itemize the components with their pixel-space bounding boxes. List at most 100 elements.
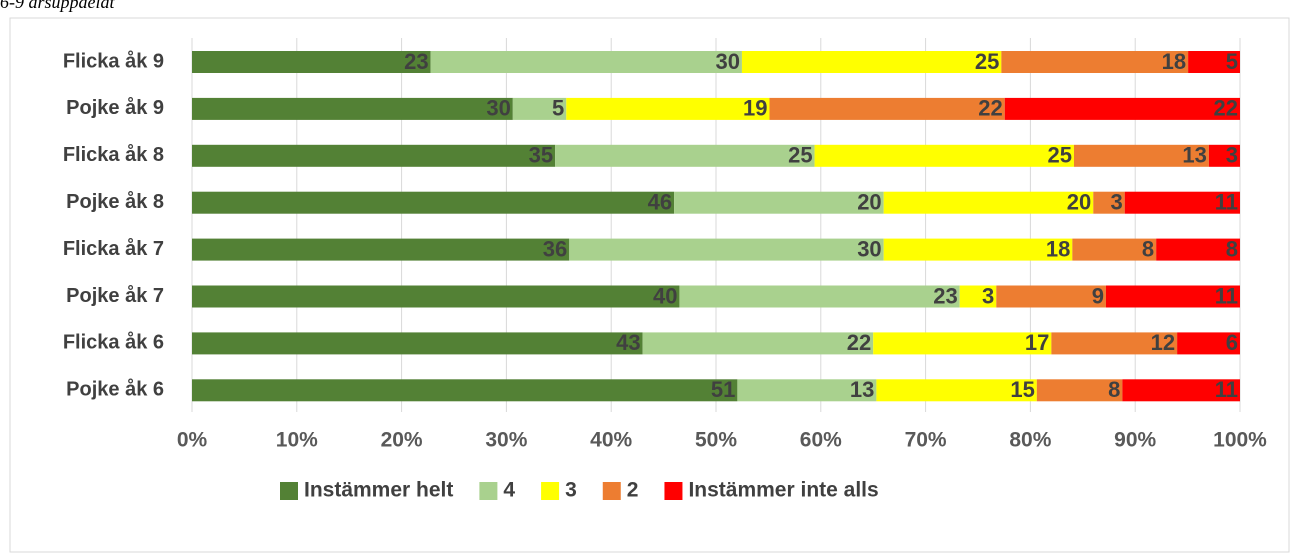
bar-segment — [873, 332, 1052, 355]
bar-segment — [674, 191, 884, 214]
x-tick-label: 30% — [485, 429, 527, 452]
bar-segment — [1122, 379, 1240, 402]
bar-segment — [741, 51, 1002, 73]
data-label: 30 — [715, 49, 739, 74]
data-label: 17 — [1025, 330, 1049, 355]
data-label: 36 — [543, 236, 567, 261]
data-label: 6 — [1226, 330, 1238, 355]
data-label: 43 — [616, 330, 640, 355]
data-label: 25 — [788, 143, 812, 168]
bar-segment — [192, 379, 738, 402]
data-label: 19 — [743, 96, 767, 121]
y-tick-label: Pojke åk 9 — [66, 96, 164, 119]
bar-segment — [192, 51, 431, 73]
data-label: 40 — [653, 283, 677, 308]
data-label: 9 — [1092, 283, 1104, 308]
data-label: 25 — [975, 49, 999, 74]
bar-segment — [1105, 285, 1240, 308]
y-tick-label: Pojke åk 8 — [66, 190, 164, 213]
bar-segment — [737, 379, 877, 402]
data-label: 13 — [850, 377, 874, 402]
bar-segment — [192, 332, 643, 355]
legend-label: 3 — [565, 479, 577, 502]
data-label: 25 — [1047, 143, 1071, 168]
x-tick-label: 90% — [1114, 429, 1156, 452]
data-label: 30 — [857, 236, 881, 261]
bar-segment — [814, 144, 1074, 167]
caption: 6-9 årsuppdelat — [0, 0, 115, 12]
x-tick-label: 100% — [1213, 429, 1267, 452]
data-label: 23 — [404, 49, 428, 74]
bar-segment — [883, 191, 1094, 214]
bar-segment — [555, 144, 815, 167]
data-label: 51 — [711, 377, 735, 402]
bar-segment — [1188, 51, 1240, 73]
data-label: 20 — [1067, 190, 1091, 215]
data-label: 20 — [857, 190, 881, 215]
bar-segment — [569, 238, 884, 261]
bar-segment — [1004, 97, 1240, 120]
x-tick-label: 70% — [905, 429, 947, 452]
legend-label: 4 — [503, 479, 515, 502]
data-label: 12 — [1151, 330, 1175, 355]
legend-swatch — [602, 482, 621, 500]
data-label: 8 — [1226, 236, 1238, 261]
bar-segment — [192, 191, 675, 214]
x-tick-label: 0% — [177, 429, 208, 452]
legend-swatch — [541, 482, 560, 500]
legend-label: Instämmer helt — [304, 479, 453, 502]
legend-swatch — [664, 482, 683, 500]
bar-segment — [642, 332, 874, 355]
bar-segment — [1051, 332, 1178, 355]
data-label: 3 — [982, 283, 994, 308]
legend-swatch — [280, 482, 298, 500]
bar-segment — [1177, 332, 1240, 355]
bar-segment — [192, 238, 570, 261]
bar-segment — [512, 97, 567, 120]
x-tick-label: 80% — [1009, 429, 1051, 452]
x-tick-label: 60% — [800, 429, 842, 452]
bar-segment — [1156, 238, 1240, 261]
bar-segment — [1001, 51, 1189, 73]
bar-segment — [1124, 191, 1240, 214]
bar-segment — [876, 379, 1037, 402]
data-label: 22 — [847, 330, 871, 355]
data-label: 3 — [1110, 190, 1122, 215]
data-label: 18 — [1162, 49, 1186, 74]
bar-segment — [1036, 379, 1123, 402]
data-label: 5 — [1226, 49, 1238, 74]
y-tick-label: Pojke åk 7 — [66, 284, 164, 307]
x-tick-label: 40% — [590, 429, 632, 452]
legend-label: 2 — [627, 479, 639, 502]
x-tick-label: 10% — [276, 429, 318, 452]
y-tick-label: Flicka åk 9 — [63, 49, 164, 72]
y-tick-label: Pojke åk 6 — [66, 378, 164, 401]
bar-segment — [679, 285, 960, 308]
data-label: 15 — [1010, 377, 1034, 402]
bar-segment — [1208, 144, 1240, 167]
legend-label: Instämmer inte alls — [688, 479, 878, 502]
data-label: 22 — [1214, 96, 1238, 121]
x-tick-label: 20% — [381, 429, 423, 452]
bar-segment — [1093, 191, 1125, 214]
bar-segment — [959, 285, 997, 308]
data-label: 8 — [1108, 377, 1120, 402]
data-label: 23 — [933, 283, 957, 308]
bar-segment — [1073, 144, 1209, 167]
bar-segment — [1072, 238, 1157, 261]
x-tick-label: 50% — [695, 429, 737, 452]
data-label: 22 — [978, 96, 1002, 121]
legend-swatch — [479, 482, 498, 500]
data-label: 5 — [552, 96, 564, 121]
bar-segment — [192, 144, 556, 167]
bar-segment — [566, 97, 770, 120]
bar-segment — [192, 97, 513, 120]
data-label: 13 — [1182, 143, 1206, 168]
data-label: 46 — [648, 190, 672, 215]
data-label: 18 — [1046, 236, 1070, 261]
y-tick-label: Flicka åk 8 — [63, 143, 164, 166]
data-label: 35 — [529, 143, 553, 168]
bar-segment — [430, 51, 742, 73]
